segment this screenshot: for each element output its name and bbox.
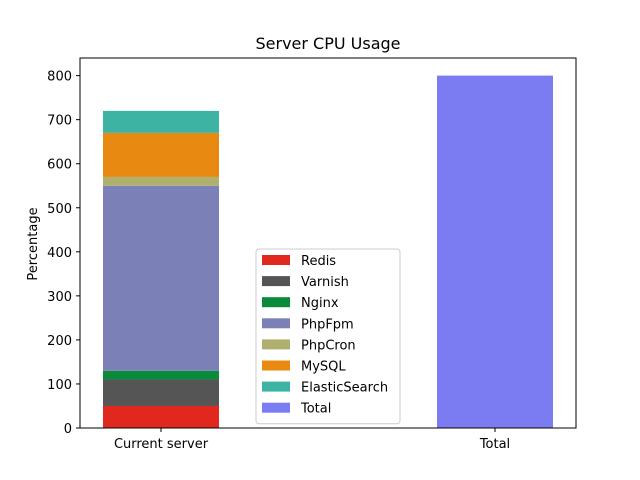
bar-total-1 bbox=[437, 75, 553, 428]
plot-frame bbox=[79, 57, 577, 429]
y-tick-label: 0 bbox=[64, 422, 72, 437]
bar-redis-0 bbox=[103, 405, 219, 428]
legend-label-redis: Redis bbox=[301, 254, 336, 269]
bar-phpfpm-0 bbox=[103, 185, 219, 371]
bar-mysql-0 bbox=[103, 132, 219, 177]
y-tick-label: 500 bbox=[47, 202, 72, 217]
y-tick-label: 600 bbox=[47, 158, 72, 173]
x-tick-label: Current server bbox=[114, 437, 209, 452]
legend-label-mysql: MySQL bbox=[301, 360, 346, 375]
y-tick-label: 400 bbox=[47, 246, 72, 261]
bar-varnish-0 bbox=[103, 379, 219, 406]
y-tick-label: 800 bbox=[47, 70, 72, 85]
legend: Redis Varnish Nginx PhpFpm PhpCron MySQL Elast… bbox=[255, 248, 401, 425]
bar-elasticsearch-0 bbox=[103, 110, 219, 133]
legend-swatch-varnish bbox=[262, 276, 290, 287]
legend-box bbox=[255, 248, 401, 425]
x-axis-ticks: Current server Total bbox=[114, 428, 510, 452]
legend-swatch-phpfpm bbox=[262, 318, 290, 329]
legend-label-nginx: Nginx bbox=[301, 296, 339, 311]
legend-swatch-phpcron bbox=[262, 339, 290, 350]
y-tick-label: 700 bbox=[47, 114, 72, 129]
y-tick-label: 100 bbox=[47, 378, 72, 393]
legend-swatch-mysql bbox=[262, 360, 290, 371]
x-tick-label: Total bbox=[479, 437, 510, 452]
y-tick-label: 200 bbox=[47, 334, 72, 349]
legend-swatch-elasticsearch bbox=[262, 381, 290, 392]
legend-swatch-redis bbox=[262, 255, 290, 265]
legend-label-phpcron: PhpCron bbox=[301, 338, 356, 353]
y-axis-ticks: 0 100 200 300 400 500 600 700 800 bbox=[47, 70, 80, 437]
y-tick-label: 300 bbox=[47, 290, 72, 305]
legend-swatch-nginx bbox=[262, 297, 290, 308]
legend-label-varnish: Varnish bbox=[301, 275, 349, 290]
legend-label-phpfpm: PhpFpm bbox=[301, 317, 354, 332]
legend-label-elasticsearch: ElasticSearch bbox=[301, 381, 388, 396]
bars-layer bbox=[103, 75, 553, 428]
chart-title: Server CPU Usage bbox=[255, 34, 400, 53]
y-axis-label: Percentage bbox=[26, 207, 41, 280]
bar-phpcron-0 bbox=[103, 176, 219, 186]
legend-label-total: Total bbox=[300, 402, 331, 417]
legend-swatch-total bbox=[262, 402, 290, 413]
bar-nginx-0 bbox=[103, 370, 219, 380]
